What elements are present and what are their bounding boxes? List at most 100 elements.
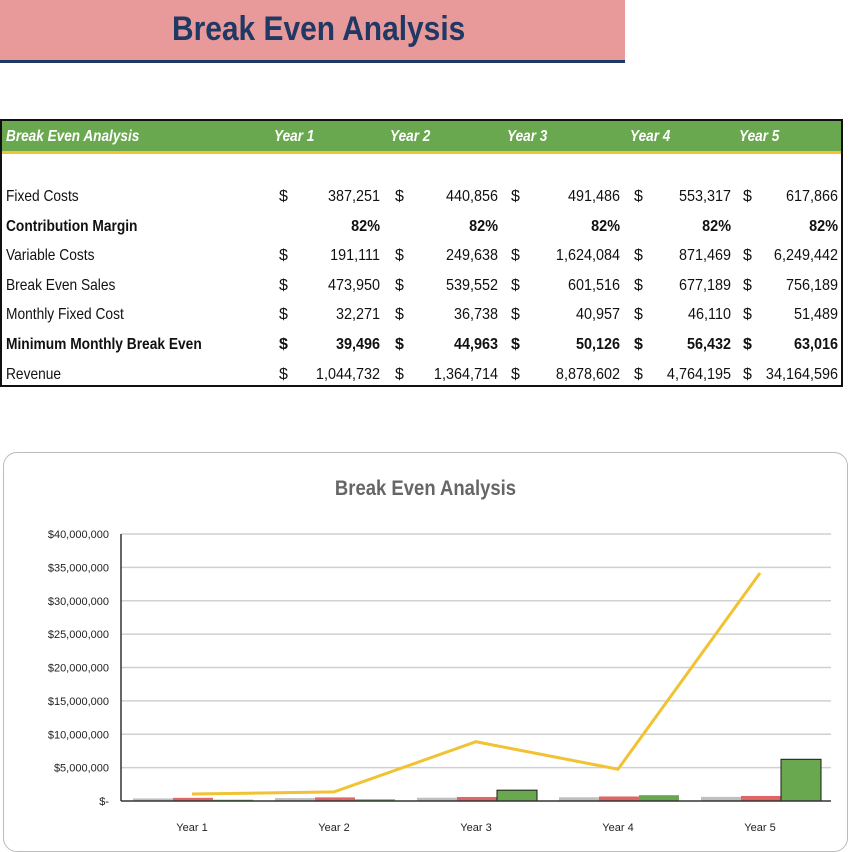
cell-value: 82%: [469, 217, 498, 235]
cell-value: 491,486: [567, 188, 620, 205]
currency-symbol: $: [511, 306, 520, 324]
cell-value: 387,251: [327, 188, 380, 205]
cell-value: 44,963: [453, 336, 498, 353]
table-row: Variable Costs $191,111 $249,638 $1,624,084…: [2, 242, 841, 271]
table-header: Break Even Analysis Year 1 Year 2 Year 3 Yea…: [2, 121, 841, 154]
bar: [496, 789, 538, 802]
y-tick-label: $10,000,000: [48, 729, 109, 741]
cell-value: 56,432: [686, 336, 731, 353]
cell-value: 39,496: [335, 336, 380, 353]
header-year: Year 4: [630, 128, 671, 145]
cell-value: 82%: [591, 217, 620, 235]
currency-symbol: $: [634, 306, 643, 324]
cell-value: 63,016: [793, 336, 838, 353]
break-even-chart: Break Even Analysis $- $5,000,000 $10,000,…: [3, 452, 848, 852]
currency-symbol: $: [511, 365, 520, 383]
cell-value: 46,110: [688, 306, 731, 324]
y-tick-label: $15,000,000: [48, 696, 109, 708]
currency-symbol: $: [634, 188, 643, 205]
currency-symbol: $: [395, 247, 404, 265]
bar: [315, 797, 355, 801]
header-year: Year 2: [390, 128, 431, 145]
y-tick-label: $-: [99, 796, 109, 808]
header-year: Year 1: [274, 128, 315, 145]
bar: [780, 758, 822, 802]
y-tick-label: $35,000,000: [48, 562, 109, 574]
cell-value: 617,866: [785, 188, 838, 205]
cell-value: 82%: [351, 217, 380, 235]
bar: [639, 795, 679, 801]
currency-symbol: $: [395, 306, 404, 324]
bar: [275, 798, 315, 801]
bar: [355, 799, 395, 801]
bar: [457, 796, 497, 801]
currency-symbol: $: [634, 336, 643, 353]
currency-symbol: $: [511, 247, 520, 265]
chart-plot: $- $5,000,000 $10,000,000 $15,000,000 $20,00…: [48, 529, 831, 834]
cell-value: 1,624,084: [555, 247, 620, 265]
break-even-table: Break Even Analysis Year 1 Year 2 Year 3 Yea…: [0, 119, 843, 387]
currency-symbol: $: [634, 276, 643, 294]
y-tick-label: $5,000,000: [54, 763, 109, 775]
cell-value: 553,317: [678, 188, 731, 205]
currency-symbol: $: [634, 247, 643, 265]
currency-symbol: $: [634, 365, 643, 383]
header-year: Year 5: [739, 128, 780, 145]
cell-value: 1,044,732: [315, 365, 380, 383]
header-year: Year 3: [507, 128, 548, 145]
currency-symbol: $: [279, 276, 288, 294]
title-banner: Break Even Analysis: [0, 0, 625, 63]
x-tick-label: Year 5: [744, 822, 775, 834]
header-label: Break Even Analysis: [6, 128, 140, 145]
currency-symbol: $: [279, 188, 288, 205]
cell-value: 601,516: [567, 276, 620, 294]
x-tick-label: Year 1: [176, 822, 207, 834]
cell-value: 539,552: [445, 276, 498, 294]
cell-value: 6,249,442: [773, 247, 838, 265]
bar: [599, 796, 639, 801]
table-row: Break Even Sales $473,950 $539,552 $601,516…: [2, 272, 841, 301]
table-row: Minimum Monthly Break Even $39,496 $44,963…: [2, 331, 841, 360]
cell-value: 191,111: [330, 247, 380, 265]
currency-symbol: $: [395, 365, 404, 383]
currency-symbol: $: [395, 336, 404, 353]
cell-value: 36,738: [453, 306, 498, 324]
cell-value: 40,957: [575, 306, 620, 324]
revenue-line: [191, 572, 762, 796]
x-tick-label: Year 2: [318, 822, 349, 834]
bar: [173, 797, 213, 801]
cell-value: 34,164,596: [765, 365, 838, 383]
currency-symbol: $: [511, 336, 520, 353]
row-label: Variable Costs: [6, 247, 95, 265]
cell-value: 82%: [809, 217, 838, 235]
page-title: Break Even Analysis: [172, 10, 466, 48]
currency-symbol: $: [279, 336, 288, 353]
cell-value: 4,764,195: [666, 365, 731, 383]
table-row: Contribution Margin 82% 82% 82% 82% 82%: [2, 213, 841, 242]
row-label: Monthly Fixed Cost: [6, 306, 124, 324]
row-label: Minimum Monthly Break Even: [6, 336, 202, 353]
x-tick-label: Year 4: [602, 822, 633, 834]
currency-symbol: $: [279, 247, 288, 265]
currency-symbol: $: [743, 365, 752, 383]
currency-symbol: $: [395, 188, 404, 205]
currency-symbol: $: [743, 188, 752, 205]
cell-value: 32,271: [335, 306, 380, 324]
table-row: Monthly Fixed Cost $32,271 $36,738 $40,957 $…: [2, 301, 841, 330]
cell-value: 1,364,714: [433, 365, 498, 383]
cell-value: 8,878,602: [555, 365, 620, 383]
row-label: Break Even Sales: [6, 276, 116, 294]
table-row: Revenue $1,044,732 $1,364,714 $8,878,602 $4,…: [2, 361, 841, 390]
chart-title: Break Even Analysis: [334, 477, 517, 500]
bar: [701, 796, 741, 801]
row-label: Fixed Costs: [6, 188, 79, 205]
currency-symbol: $: [279, 306, 288, 324]
currency-symbol: $: [511, 188, 520, 205]
currency-symbol: $: [511, 276, 520, 294]
cell-value: 50,126: [575, 336, 620, 353]
cell-value: 82%: [702, 217, 731, 235]
bar: [133, 798, 173, 801]
table-row: Fixed Costs $387,251 $440,856 $491,486 $553,…: [2, 183, 841, 212]
bar: [559, 797, 599, 801]
y-tick-label: $40,000,000: [48, 529, 109, 541]
